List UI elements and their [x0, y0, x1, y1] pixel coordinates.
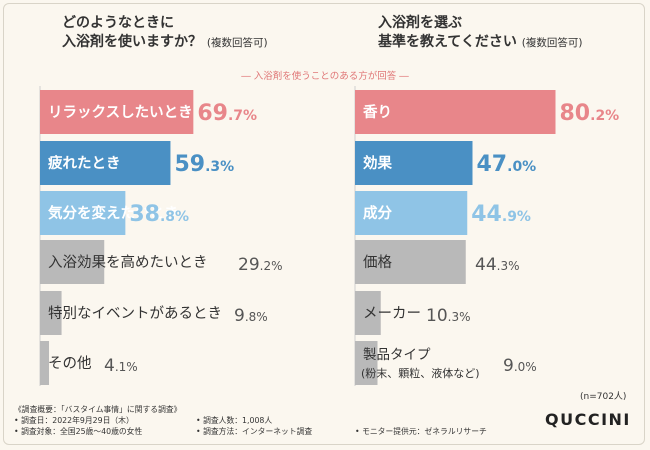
- respondent-note: ― 入浴剤を使うことのある方が回答 ―: [241, 71, 409, 82]
- left-bar-1: [40, 90, 194, 134]
- quccini-logo: QUCCINI: [545, 410, 631, 429]
- survey-method: • 調査方法：インターネット調査: [196, 427, 313, 436]
- right-value-label-2: 47.0%: [477, 152, 537, 177]
- right-bar-5: [355, 291, 381, 335]
- right-bar-2: [355, 141, 473, 185]
- left-value-label-5: 9.8%: [234, 306, 268, 326]
- survey-details: • 調査人数：1,008人 • 調査方法：インターネット調査: [196, 415, 312, 437]
- right-bar-3: [355, 191, 468, 235]
- right-chart-title: 入浴剤を選ぶ 基準を教えてください (複数回答可): [378, 15, 583, 50]
- left-category-label-1: リラックスしたいとき: [48, 104, 193, 121]
- sample-size: (n=702人): [580, 392, 627, 402]
- left-chart-title: どのようなときに 入浴剤を使いますか？ (複数回答可): [62, 15, 268, 50]
- right-category-label-4: 価格: [363, 254, 392, 271]
- right-value-label-1: 80.2%: [560, 101, 620, 126]
- left-value-label-2: 59.3%: [174, 152, 234, 177]
- right-category-label-3: 成分: [363, 204, 392, 222]
- survey-date: • 調査日：2022年9月29日（木）: [14, 416, 134, 425]
- left-category-label-5: 特別なイベントがあるとき: [48, 305, 222, 322]
- left-bar-6: [40, 341, 50, 385]
- survey-target: • 調査対象：全国25歳～40歳の女性: [14, 427, 143, 436]
- right-bar-1: [355, 90, 556, 134]
- right-bar-6: [355, 341, 378, 385]
- left-bar-3: [40, 191, 126, 235]
- survey-summary: 《調査概要：「バスタイム事情」に関する調査》 • 調査日：2022年9月29日（…: [14, 404, 181, 437]
- right-category-label-1: 香り: [363, 103, 392, 121]
- left-value-label-3: 38.8%: [129, 202, 189, 227]
- right-value-label-4: 44.3%: [475, 255, 520, 275]
- right-value-label-3: 44.9%: [471, 202, 531, 227]
- left-category-label-2: 疲れたとき: [48, 154, 121, 172]
- right-category-sublabel-6: (粉末、顆粒、液体など): [361, 366, 480, 380]
- survey-provider: • モニター提供元：ゼネラルリサーチ: [355, 427, 487, 436]
- right-category-label-2: 効果: [363, 154, 392, 172]
- left-category-label-3: 気分を変えたいとき: [48, 204, 179, 222]
- left-category-label-6: その他: [48, 355, 92, 372]
- left-bar-5: [40, 291, 62, 335]
- right-category-label-6: 製品タイプ: [363, 347, 431, 363]
- right-bar-4: [355, 240, 466, 284]
- survey-count: • 調査人数：1,008人: [196, 416, 273, 425]
- left-value-label-4: 29.2%: [238, 255, 283, 275]
- right-value-label-6: 9.0%: [503, 356, 537, 376]
- left-value-label-6: 4.1%: [104, 356, 138, 376]
- right-category-label-5: メーカー: [363, 306, 421, 322]
- survey-heading: 《調査概要：「バスタイム事情」に関する調査》: [14, 405, 182, 414]
- left-bar-2: [40, 141, 171, 185]
- right-value-label-5: 10.3%: [426, 306, 471, 326]
- left-bar-4: [40, 240, 105, 284]
- card-frame: [3, 3, 645, 445]
- left-value-label-1: 69.7%: [197, 101, 257, 126]
- left-category-label-4: 入浴効果を高めたいとき: [48, 254, 208, 271]
